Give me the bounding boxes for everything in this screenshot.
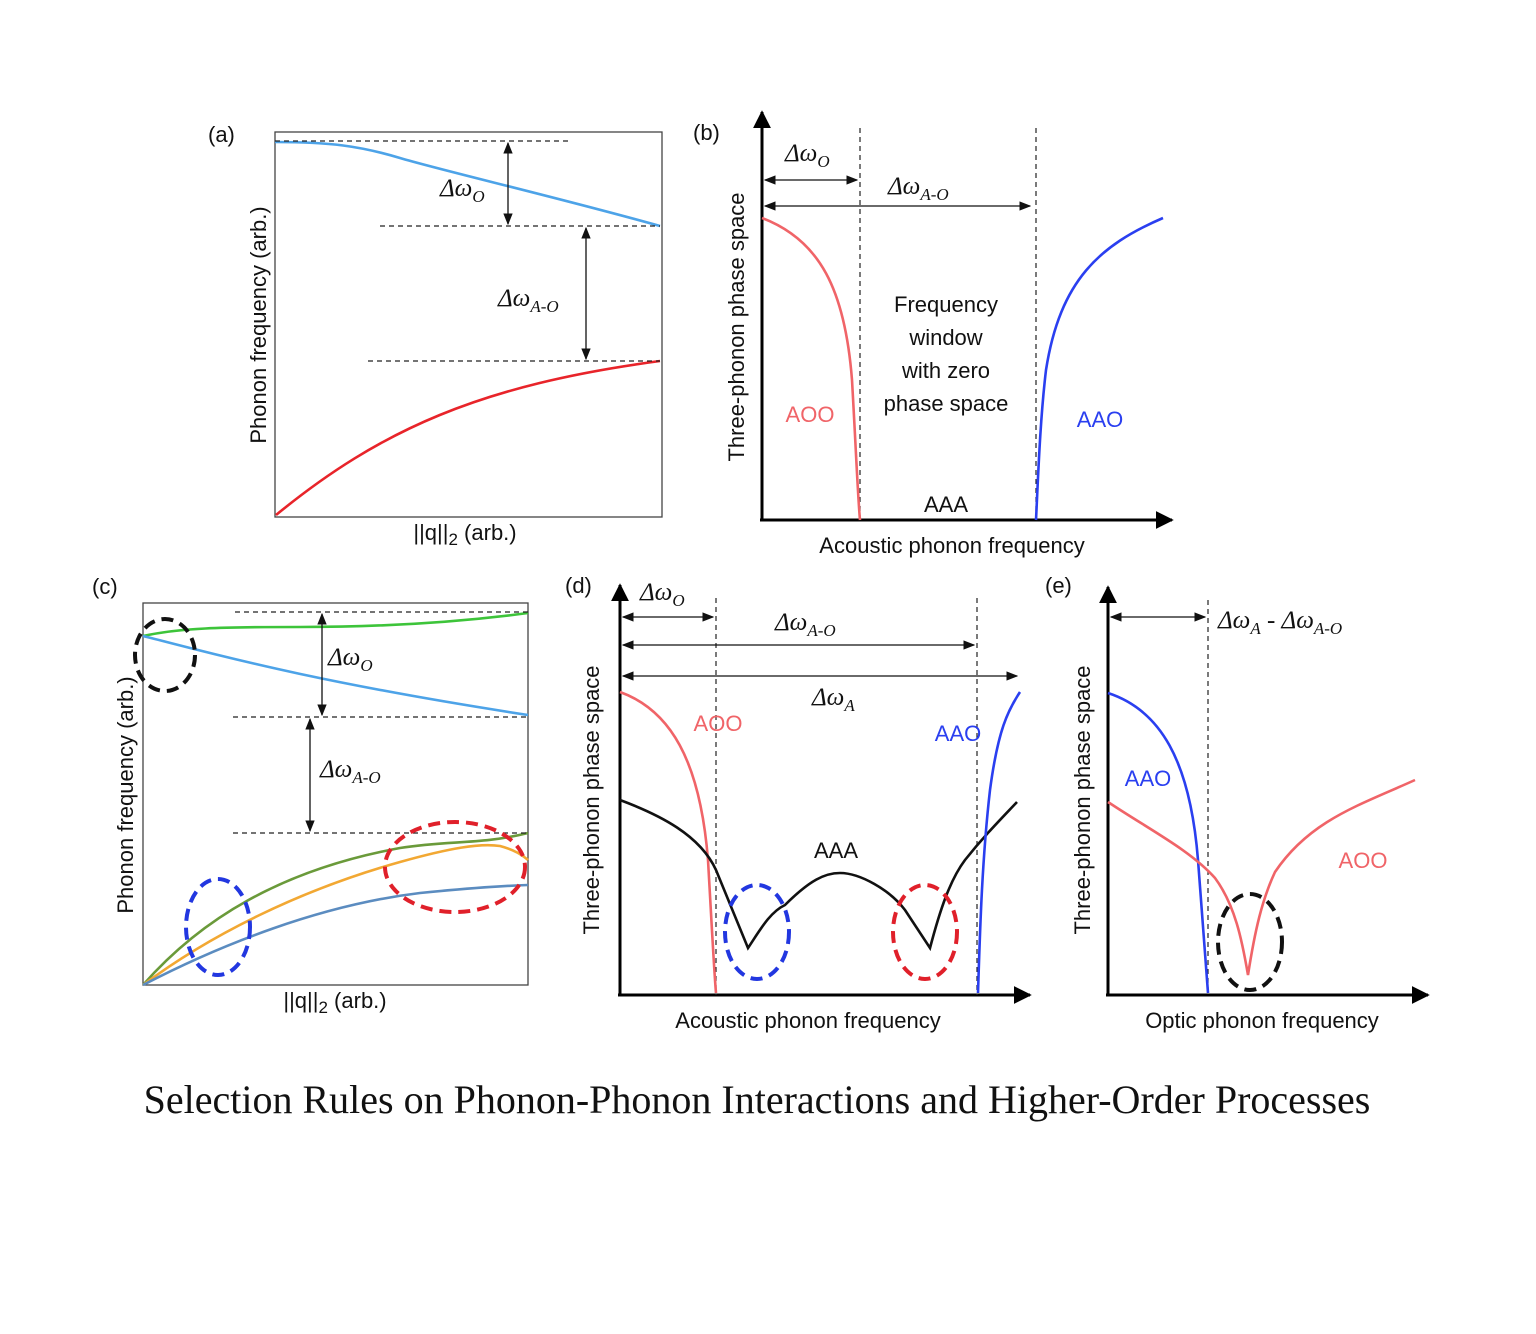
curve [976, 691, 1022, 994]
text-part: Δω [887, 173, 920, 200]
window-text: Frequency [894, 292, 998, 317]
highlight-ellipse [133, 617, 197, 693]
panel-label: (b) [693, 120, 720, 145]
text-part: ||q|| [413, 520, 448, 545]
annotation: ΔωA [811, 684, 855, 715]
curve [142, 831, 529, 986]
window-text: phase space [884, 391, 1009, 416]
text-part: 2 [448, 530, 457, 549]
text-part: A-O [919, 185, 948, 204]
curve-label: AAO [1125, 766, 1171, 791]
text-part: Δω [319, 756, 352, 783]
annotation: ΔωO [639, 579, 685, 610]
curve [274, 140, 661, 228]
panel-label: (c) [92, 574, 118, 599]
panel-c: (c) Phonon frequency (arb.) ||q||2 (arb.… [92, 574, 529, 1017]
text-part: ||q|| [283, 988, 318, 1013]
curve-label: AAO [1077, 407, 1123, 432]
annotation: ΔωA-O [319, 756, 381, 787]
curve [1034, 216, 1164, 521]
y-axis-label: Phonon frequency (arb.) [246, 206, 271, 443]
annotation: ΔωO [327, 644, 373, 675]
highlight-ellipse [1216, 892, 1284, 992]
text-part: A-O [529, 297, 558, 316]
x-axis-label: Acoustic phonon frequency [819, 533, 1084, 558]
x-axis-label: Optic phonon frequency [1145, 1008, 1379, 1033]
y-axis-label: Three-phonon phase space [1070, 665, 1095, 934]
text-part: 2 [318, 998, 327, 1017]
highlight-ellipse [891, 883, 959, 981]
text-part: O [817, 152, 829, 171]
text-part: (arb.) [458, 520, 517, 545]
curve [1107, 691, 1210, 994]
text-part: Δω [774, 609, 807, 636]
panel-e: (e) Three-phonon phase space Optic phono… [1045, 573, 1430, 1033]
x-axis-label: ||q||2 (arb.) [413, 520, 516, 549]
text-part: Δω [439, 175, 472, 202]
plot-frame [142, 602, 529, 986]
text-part: Δω [639, 579, 672, 606]
panel-label: (a) [208, 122, 235, 147]
text-part: Δω [784, 140, 817, 167]
text-part: (arb.) [328, 988, 387, 1013]
text-part: O [472, 187, 484, 206]
curve [142, 883, 529, 987]
curve [619, 798, 1018, 952]
text-part: - [1261, 607, 1282, 634]
highlight-ellipse [723, 883, 791, 981]
text-part: A-O [1313, 619, 1342, 638]
curve-label: AOO [786, 402, 835, 427]
panel-label: (e) [1045, 573, 1072, 598]
text-part: O [360, 656, 372, 675]
curve-label: AOO [694, 711, 743, 736]
y-axis-label: Three-phonon phase space [724, 192, 749, 461]
window-text: window [908, 325, 982, 350]
curve-label: AAO [935, 721, 981, 746]
text-part: Δω [327, 644, 360, 671]
text-part: Δω [1217, 607, 1250, 634]
annotation: ΔωA-O [497, 285, 559, 316]
curve [142, 634, 529, 717]
x-axis-label: ||q||2 (arb.) [283, 988, 386, 1017]
highlight-ellipse [184, 877, 252, 977]
panel-d: (d) Three-phonon phase space Acoustic ph… [565, 573, 1032, 1033]
annotation: ΔωO [439, 175, 485, 206]
annotation: ΔωA - ΔωA-O [1217, 607, 1342, 638]
curve [761, 216, 862, 521]
text-part: Δω [1281, 607, 1314, 634]
text-part: A-O [351, 768, 380, 787]
curve [275, 359, 661, 517]
window-text: with zero [901, 358, 990, 383]
highlight-ellipse [383, 820, 527, 914]
curve [619, 690, 718, 994]
text-part: Δω [811, 684, 844, 711]
annotation: ΔωA-O [774, 609, 836, 640]
panel-label: (d) [565, 573, 592, 598]
text-part: Δω [497, 285, 530, 312]
caption: Selection Rules on Phonon-Phonon Interac… [144, 1077, 1371, 1122]
text-part: O [672, 591, 684, 610]
plot-frame [274, 131, 663, 518]
panel-b: (b) Three-phonon phase space Acoustic ph… [693, 110, 1174, 558]
text-part: A [843, 696, 855, 715]
text-part: A [1249, 619, 1261, 638]
annotation: ΔωA-O [887, 173, 949, 204]
curve [1107, 778, 1416, 976]
curve [142, 611, 529, 638]
curve-label: AAA [814, 838, 858, 863]
curve-label: AOO [1339, 848, 1388, 873]
curve [142, 843, 529, 987]
annotation: ΔωO [784, 140, 830, 171]
panel-a: (a) Phonon frequency (arb.) ||q||2 (arb.… [208, 122, 663, 549]
y-axis-label: Three-phonon phase space [579, 665, 604, 934]
text-part: A-O [806, 621, 835, 640]
y-axis-label: Phonon frequency (arb.) [113, 676, 138, 913]
x-axis-label: Acoustic phonon frequency [675, 1008, 940, 1033]
curve-label: AAA [924, 492, 968, 517]
